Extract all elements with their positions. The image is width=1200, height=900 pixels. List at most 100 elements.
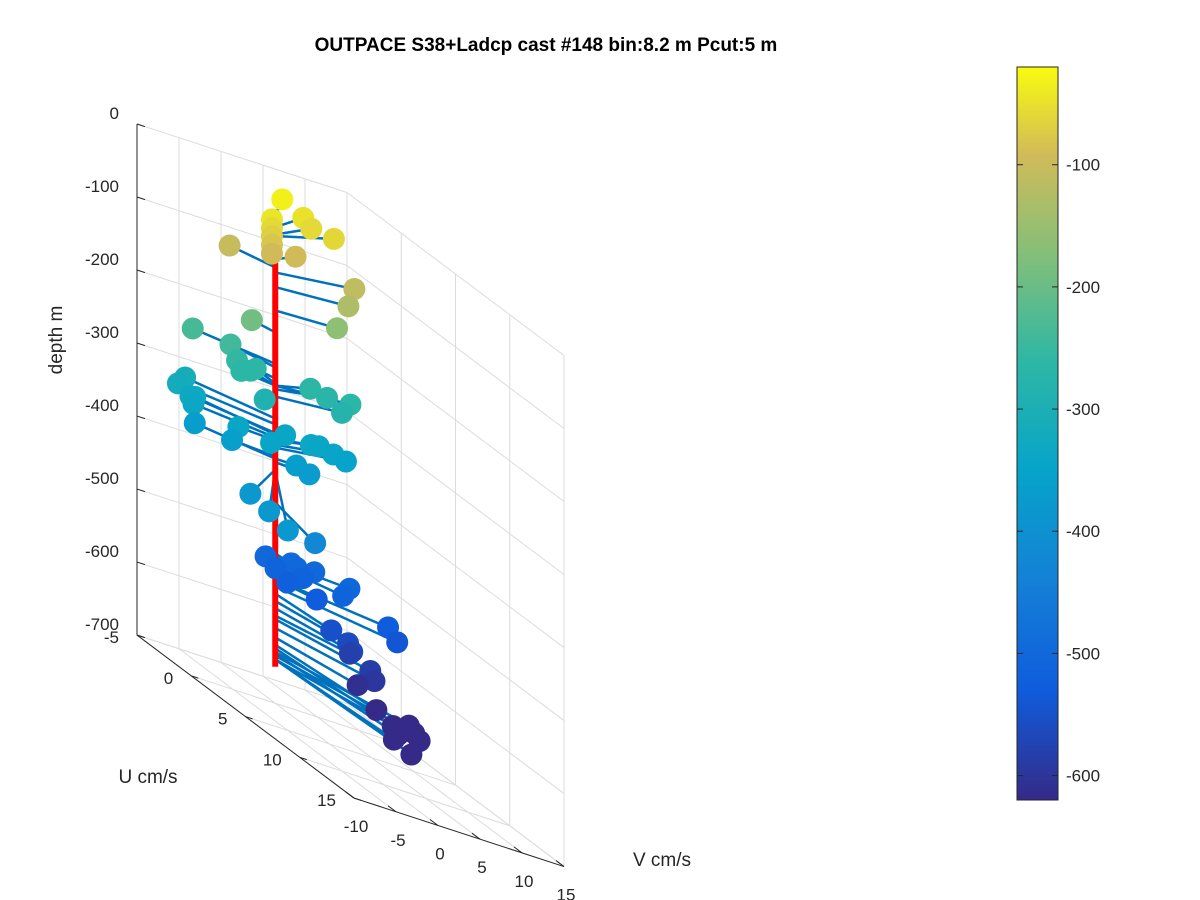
z-tick-label: -100: [85, 177, 119, 196]
grid-line: [191, 675, 402, 745]
z-tick-label: -600: [85, 542, 119, 561]
tick-labels: 0-100-200-300-400-500-600-700-5051015-10…: [85, 104, 575, 900]
velocity-stick: [184, 376, 276, 420]
y-tick-label: 10: [263, 750, 282, 769]
z-tick-label: -700: [85, 615, 119, 634]
z-tick-mark: [136, 342, 146, 347]
velocity-point: [271, 188, 294, 211]
axes-grid: [136, 123, 565, 868]
y-tick-label: -5: [104, 628, 119, 647]
velocity-point: [253, 388, 276, 411]
velocity-point: [221, 429, 244, 452]
grid-line: [346, 557, 565, 721]
velocity-point: [260, 431, 283, 454]
grid-line: [299, 756, 510, 827]
axes-box: [136, 124, 565, 868]
z-tick-mark: [136, 561, 146, 566]
y-tick-mark: [299, 756, 307, 761]
z-tick-label: -400: [85, 396, 119, 415]
grid-line: [136, 123, 348, 193]
velocity-point: [331, 401, 354, 424]
grid-line: [346, 265, 565, 429]
velocity-point: [239, 359, 262, 382]
grid-line: [136, 269, 348, 339]
z-tick-mark: [136, 196, 146, 201]
velocity-point: [337, 295, 360, 318]
velocity-point: [316, 386, 339, 409]
y-tick-label: 15: [317, 791, 336, 810]
x-tick-mark: [471, 832, 481, 840]
velocity-point: [300, 217, 323, 240]
velocity-stick: [274, 592, 332, 632]
y-axis-label: U cm/s: [118, 767, 177, 788]
velocity-point: [181, 317, 204, 340]
velocity-point: [304, 532, 327, 555]
velocity-stick: [194, 395, 276, 436]
velocity-points: [166, 188, 431, 766]
velocity-point: [332, 584, 355, 607]
z-tick-label: 0: [110, 104, 119, 123]
velocity-stick: [274, 395, 343, 415]
velocity-stick: [274, 285, 349, 308]
velocity-point: [276, 571, 299, 594]
x-tick-mark: [345, 791, 355, 799]
velocity-point: [260, 242, 283, 265]
grid-line: [346, 192, 565, 356]
grid-line: [346, 338, 565, 502]
z-axis-label: depth m: [46, 306, 67, 375]
z-tick-mark: [136, 123, 146, 128]
velocity-stick: [274, 614, 351, 655]
velocity-point: [326, 317, 349, 340]
velocity-point: [240, 309, 263, 332]
grid-line: [136, 196, 348, 266]
colorbar-tick-label: -600: [1066, 767, 1100, 786]
y-tick-mark: [245, 716, 253, 720]
y-tick-mark: [136, 634, 145, 638]
colorbar-tick-label: -400: [1066, 522, 1100, 541]
colorbar: -100 -200 -300 -400 -500 -600: [1016, 66, 1100, 801]
velocity-point: [239, 482, 262, 505]
colorbar-tick-label: -100: [1066, 156, 1100, 175]
colorbar-tick-label: -200: [1066, 278, 1100, 297]
x-tick-label: -5: [390, 831, 405, 850]
velocity-point: [365, 699, 388, 722]
z-tick-label: -500: [85, 469, 119, 488]
velocity-point: [298, 463, 321, 486]
colorbar-tick-label: -300: [1066, 400, 1100, 419]
y-tick-mark: [353, 797, 362, 801]
velocity-point: [322, 227, 345, 250]
z-tick-label: -200: [85, 250, 119, 269]
velocity-stick: [274, 271, 355, 291]
velocity-point: [334, 450, 357, 473]
x-tick-label: 15: [557, 886, 576, 900]
velocity-point: [276, 519, 299, 542]
chart-title: OUTPACE S38+Ladcp cast #148 bin:8.2 m Pc…: [315, 35, 778, 56]
x-tick-mark: [513, 846, 523, 854]
x-tick-mark: [429, 819, 439, 826]
velocity-point: [218, 234, 241, 257]
x-tick-mark: [387, 805, 397, 813]
velocity-point: [346, 674, 369, 697]
velocity-point: [363, 670, 386, 693]
colorbar-bar: [1016, 66, 1059, 801]
velocity-point: [182, 392, 205, 415]
velocity-stick: [274, 636, 359, 687]
x-tick-label: 10: [515, 872, 534, 891]
velocity-point: [258, 500, 281, 523]
velocity-point: [320, 619, 343, 642]
y-tick-label: 0: [164, 669, 173, 688]
y-tick-label: 5: [218, 710, 227, 729]
velocity-stick: [274, 626, 376, 683]
grid-line: [346, 484, 565, 648]
velocity-point: [284, 245, 307, 268]
velocity-point: [343, 278, 366, 301]
velocity-point: [400, 743, 423, 766]
velocity-point: [305, 588, 328, 611]
velocity-point: [183, 412, 206, 435]
velocity-point: [382, 728, 405, 751]
x-tick-label: 0: [435, 844, 444, 863]
z-tick-mark: [136, 415, 146, 420]
grid-line: [245, 716, 456, 786]
grid-line: [346, 411, 565, 575]
